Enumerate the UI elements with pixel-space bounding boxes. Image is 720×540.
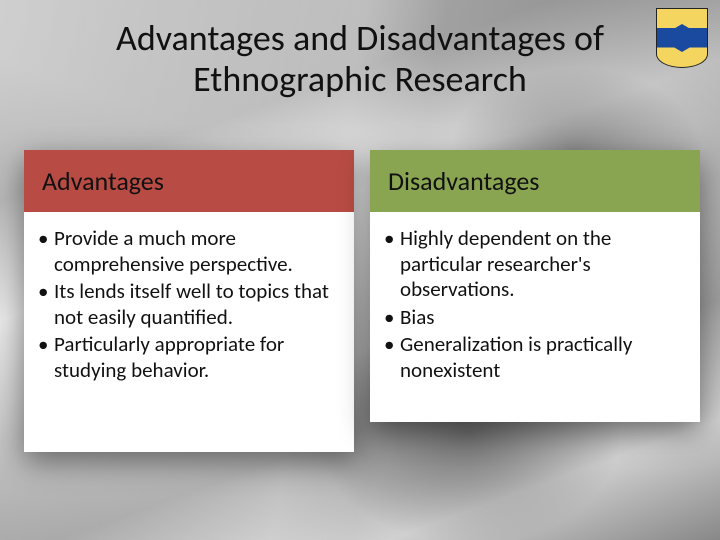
list-item: Its lends itself well to topics that not… — [36, 279, 342, 330]
disadvantages-heading: Disadvantages — [370, 150, 700, 212]
advantages-panel: Advantages Provide a much more comprehen… — [24, 150, 354, 452]
advantages-body: Provide a much more comprehensive perspe… — [24, 212, 354, 452]
advantages-heading: Advantages — [24, 150, 354, 212]
disadvantages-panel: Disadvantages Highly dependent on the pa… — [370, 150, 700, 422]
list-item: Provide a much more comprehensive perspe… — [36, 226, 342, 277]
disadvantages-body: Highly dependent on the particular resea… — [370, 212, 700, 422]
slide-title: Advantages and Disadvantages of Ethnogra… — [0, 18, 720, 101]
list-item: Particularly appropriate for studying be… — [36, 332, 342, 383]
list-item: Highly dependent on the particular resea… — [382, 226, 688, 303]
list-item: Bias — [382, 305, 688, 331]
list-item: Generalization is practically nonexisten… — [382, 332, 688, 383]
disadvantages-list: Highly dependent on the particular resea… — [382, 226, 688, 384]
advantages-list: Provide a much more comprehensive perspe… — [36, 226, 342, 384]
slide: Advantages and Disadvantages of Ethnogra… — [0, 0, 720, 540]
